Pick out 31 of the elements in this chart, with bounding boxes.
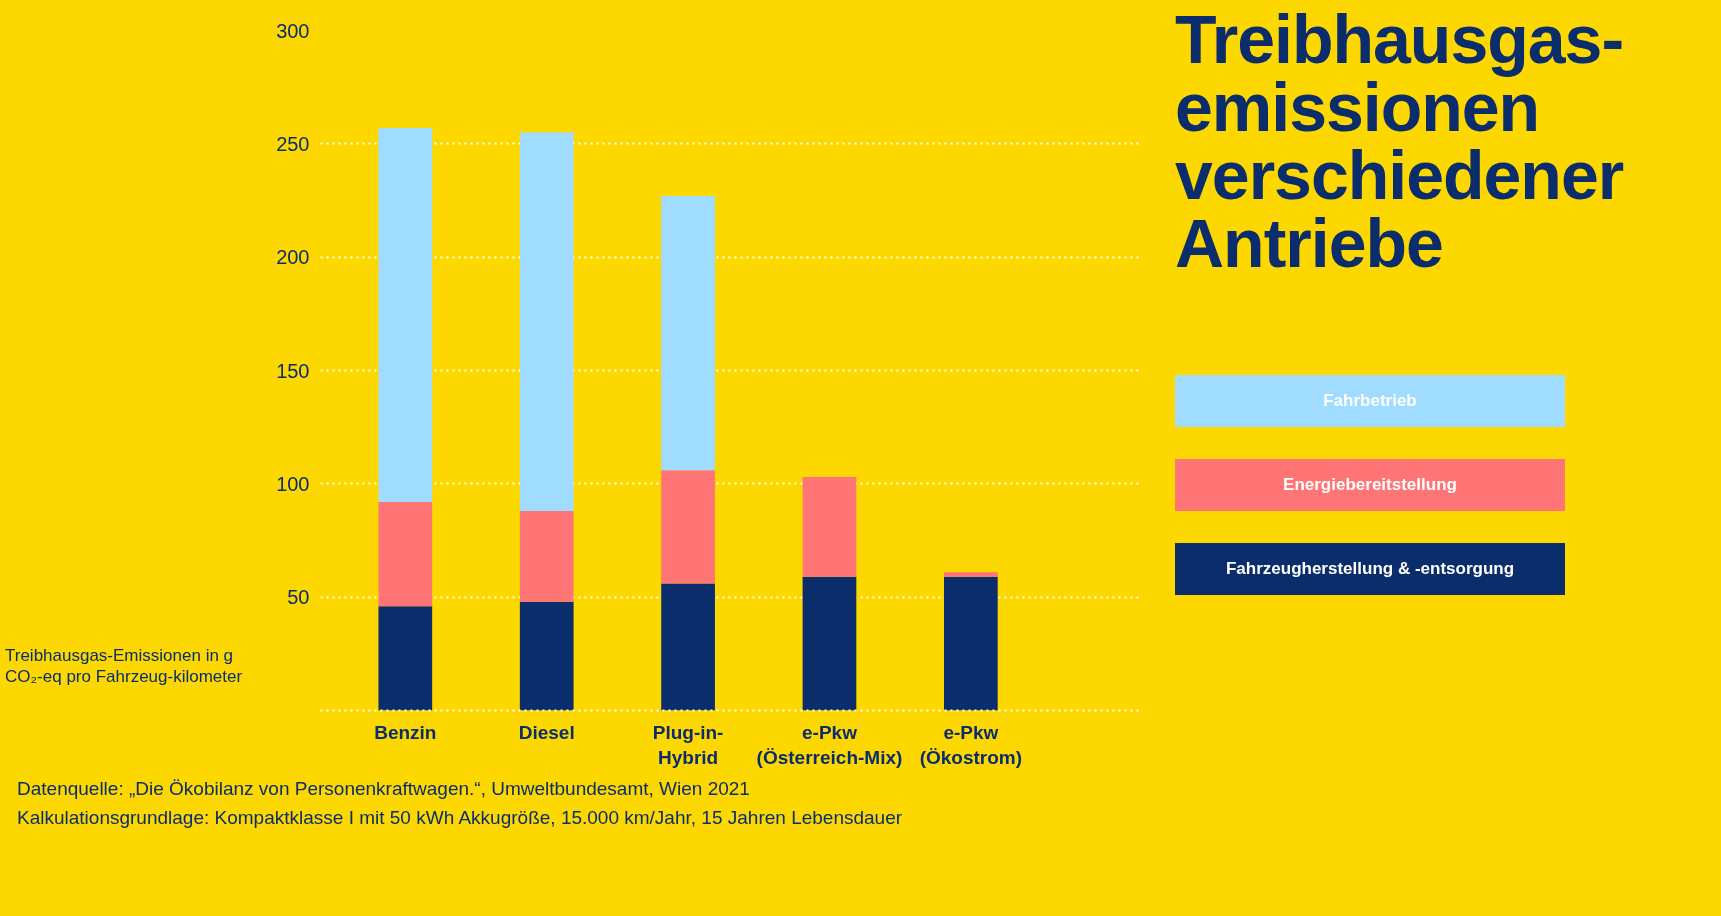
text: Datenquelle: „Die Ökobilanz von Personenkraftwagen.“, Umweltbundesamt, Wien 2021: [17, 778, 750, 799]
x-tick-label: Diesel: [518, 721, 575, 743]
text: Fahrzeugherstellung & -entsorgung: [1225, 558, 1515, 580]
bar: [661, 583, 715, 711]
x-tick-label: e-Pkw (Ökostrom): [919, 721, 1023, 768]
bar: [943, 572, 998, 577]
bar: [943, 576, 998, 711]
bar: [519, 511, 574, 602]
y-tick-label: 200: [276, 246, 310, 269]
y-tick-label: 250: [276, 132, 310, 155]
bar: [519, 601, 574, 711]
y-tick-label: 300: [276, 19, 310, 42]
y-axis-title: Treibhausgas-Emissionen in g CO₂-eq pro Fahrzeug-kilometer: [5, 645, 244, 688]
bar: [802, 477, 857, 577]
bar: [661, 195, 715, 471]
x-tick-label: Plug-in- Hybrid: [652, 721, 724, 768]
bar: [378, 127, 433, 502]
bar: [378, 501, 433, 607]
bar: [378, 606, 433, 711]
x-tick-label: Benzin: [374, 721, 437, 743]
bar: [802, 576, 857, 711]
text: Treibhausgas-emissionen verschiedener Antriebe: [1175, 1, 1625, 281]
text: Fahrbetrieb: [1323, 390, 1417, 412]
y-tick-label: 50: [287, 586, 310, 609]
y-tick-label: 150: [276, 359, 310, 382]
text: Energiebereitstellung: [1283, 474, 1457, 496]
bar: [519, 132, 574, 512]
x-tick-label: e-Pkw (Österreich-Mix): [756, 721, 903, 768]
text: Kalkulationsgrundlage: Kompaktklasse I mit 50 kWh Akkugröße, 15.000 km/Jahr, 15 Jahren Lebensdauer: [17, 806, 903, 828]
bar: [661, 470, 715, 584]
y-tick-label: 100: [276, 472, 310, 495]
